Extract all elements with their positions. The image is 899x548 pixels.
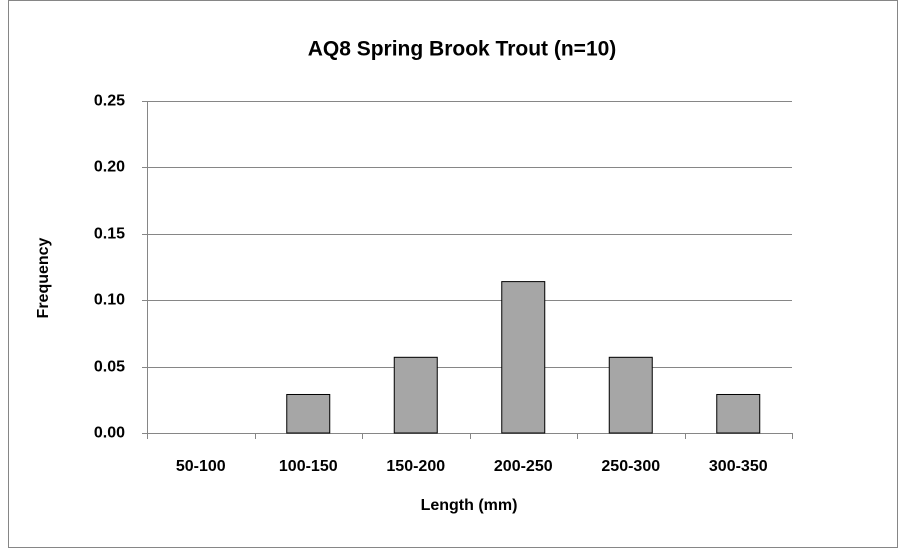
x-tick-label: 300-350	[709, 458, 768, 475]
bar	[501, 281, 546, 434]
x-tick-label: 100-150	[279, 458, 338, 475]
y-tick-label: 0.25	[94, 93, 125, 110]
y-tick-label: 0.00	[94, 425, 125, 442]
bar	[716, 393, 761, 434]
bar	[286, 393, 331, 434]
y-tick-label: 0.05	[94, 359, 125, 376]
y-tick-label: 0.10	[94, 292, 125, 309]
y-tick-label: 0.15	[94, 226, 125, 243]
y-tick-label: 0.20	[94, 159, 125, 176]
x-tick-label: 50-100	[176, 458, 226, 475]
x-tick-label: 250-300	[601, 458, 660, 475]
x-tick-label: 200-250	[494, 458, 553, 475]
bar	[608, 356, 653, 434]
chart-frame	[8, 0, 898, 548]
x-axis-label: Length (mm)	[421, 497, 518, 514]
chart-title: AQ8 Spring Brook Trout (n=10)	[308, 38, 617, 61]
bar	[393, 356, 438, 434]
y-axis-label: Frequency	[35, 237, 52, 318]
x-tick-label: 150-200	[386, 458, 445, 475]
